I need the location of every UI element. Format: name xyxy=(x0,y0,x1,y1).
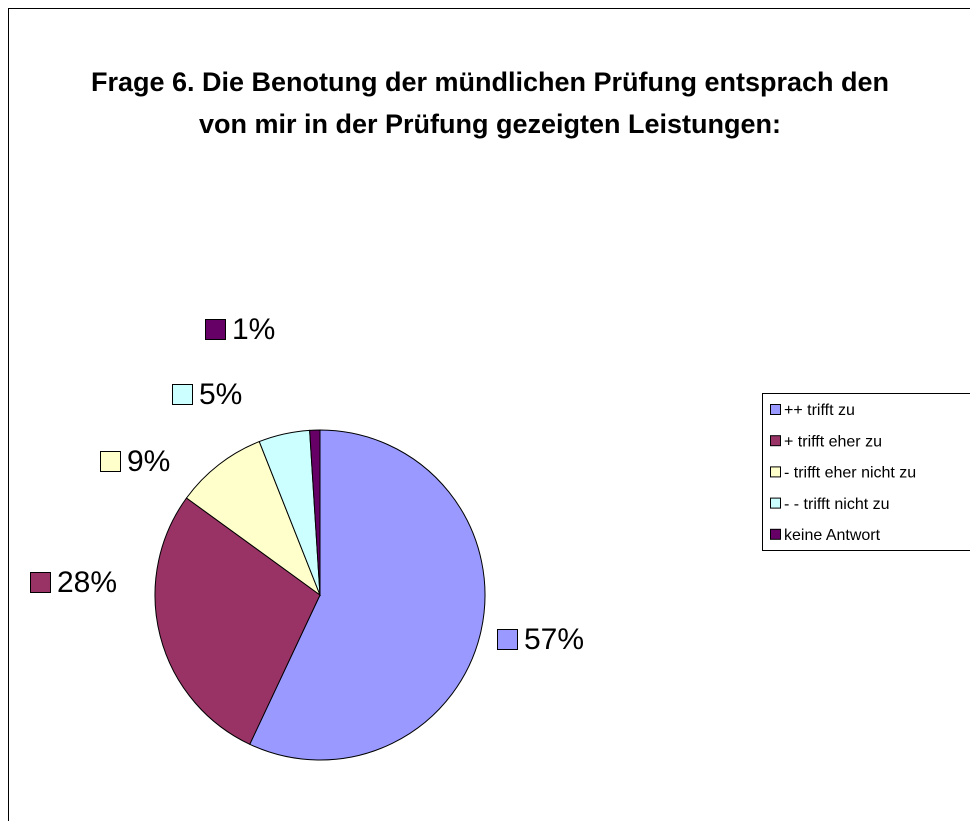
legend-label: - trifft eher nicht zu xyxy=(784,465,916,482)
data-label: 1% xyxy=(232,313,275,346)
legend-label: + trifft eher zu xyxy=(784,433,882,450)
data-label: 9% xyxy=(127,445,170,478)
legend-label: - - trifft nicht zu xyxy=(784,496,890,513)
legend-swatch xyxy=(770,497,781,509)
pie-slice xyxy=(185,440,322,597)
legend-label: keine Antwort xyxy=(784,527,881,544)
chart-title: Frage 6. Die Benotung der mündlichen Prü… xyxy=(90,67,890,139)
data-label: 28% xyxy=(57,566,117,599)
pie-slice xyxy=(249,429,486,761)
data-label: 57% xyxy=(524,623,584,656)
legend-box xyxy=(762,393,970,551)
data-label-swatch xyxy=(172,384,193,405)
data-label-swatch xyxy=(30,572,51,593)
legend-swatch xyxy=(770,404,781,415)
legend-swatch xyxy=(770,528,781,540)
pie-slice xyxy=(154,497,321,745)
data-label-swatch xyxy=(100,451,121,472)
legend-swatch xyxy=(770,435,781,447)
data-label: 5% xyxy=(199,378,242,411)
legend-swatch xyxy=(770,466,781,478)
legend-label: ++ trifft zu xyxy=(784,402,855,419)
data-label-swatch xyxy=(497,629,518,650)
data-label-swatch xyxy=(205,319,226,340)
pie-slice xyxy=(309,429,321,596)
